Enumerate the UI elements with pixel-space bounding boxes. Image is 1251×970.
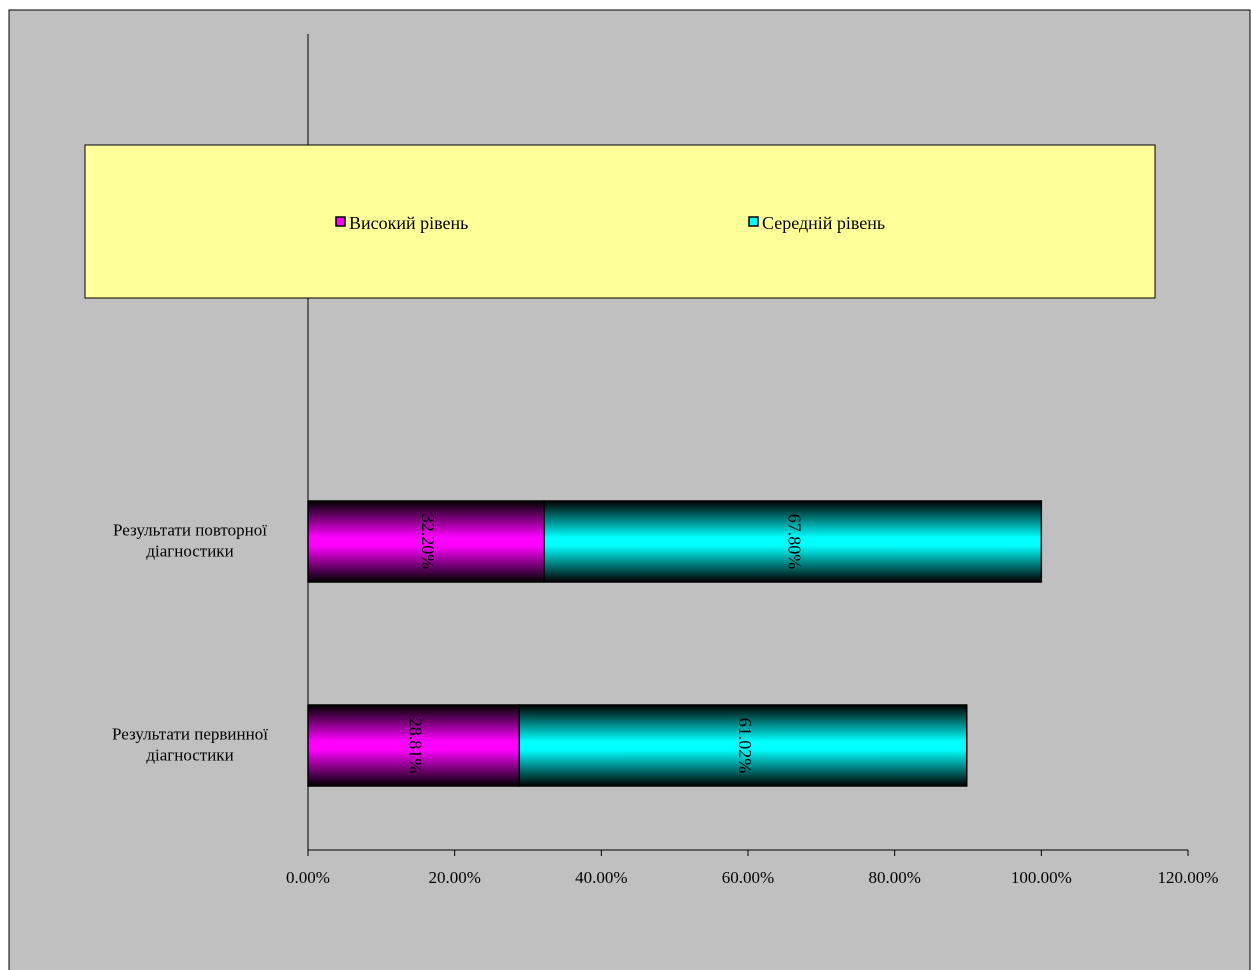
bars: 32.20% 67.80% 28.81% 61.02% xyxy=(307,500,1043,787)
category-label: Результати повторної діагностики xyxy=(113,521,267,561)
bar-high xyxy=(307,500,545,583)
legend: Високий рівень Середній рівень xyxy=(84,144,1156,299)
category-label: Результати первинної діагностики xyxy=(112,725,268,765)
bar-medium xyxy=(518,704,968,787)
data-label: 61.02% xyxy=(735,718,755,774)
category-labels: Результати повторної діагностики Результат… xyxy=(112,521,268,765)
legend-box xyxy=(84,144,1156,299)
bar-medium xyxy=(543,500,1043,583)
legend-swatch-high xyxy=(335,216,346,227)
x-tick-label: 0.00% xyxy=(286,868,330,887)
x-tick-label: 80.00% xyxy=(868,868,920,887)
x-tick-label: 60.00% xyxy=(722,868,774,887)
data-label: 67.80% xyxy=(785,514,805,570)
x-tick-label: 40.00% xyxy=(575,868,627,887)
data-label: 32.20% xyxy=(418,514,438,570)
x-tick-label: 20.00% xyxy=(428,868,480,887)
x-axis-ticks: 0.00% 20.00% 40.00% 60.00% 80.00% 100.00% 120.… xyxy=(286,850,1218,887)
data-label: 28.81% xyxy=(406,718,426,774)
x-tick-label: 100.00% xyxy=(1011,868,1072,887)
legend-label-medium: Середній рівень xyxy=(762,213,885,233)
x-tick-label: 120.00% xyxy=(1158,868,1219,887)
legend-label-high: Високий рівень xyxy=(349,213,468,233)
legend-swatch-medium xyxy=(748,216,759,227)
bar-high xyxy=(307,704,521,787)
